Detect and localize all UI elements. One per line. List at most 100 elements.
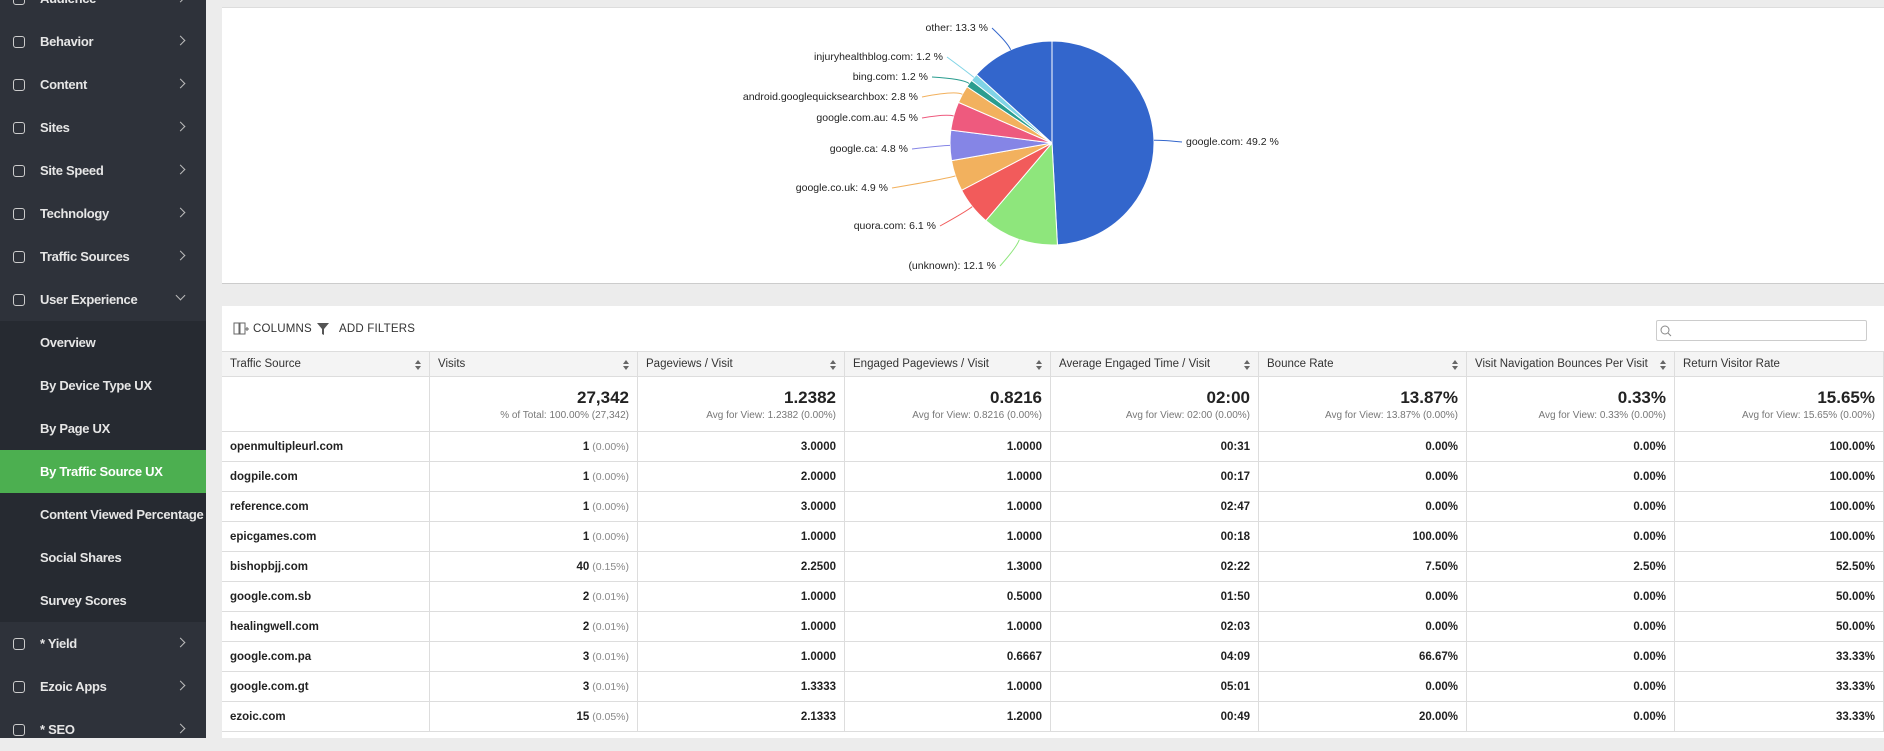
columns-button[interactable]: COLUMNS bbox=[253, 323, 312, 335]
nav-item[interactable]: Technology bbox=[0, 192, 206, 235]
leader-line bbox=[921, 92, 963, 98]
nav-item[interactable]: By Page UX bbox=[0, 406, 206, 450]
visits-cell: 2 (0.01%) bbox=[430, 612, 638, 642]
nav-item[interactable]: Site Speed bbox=[0, 149, 206, 192]
leader-line bbox=[891, 175, 956, 189]
metric-value: 0.00% bbox=[1425, 680, 1458, 693]
metric-value: 02:03 bbox=[1220, 620, 1250, 633]
metric-cell: 1.0000 bbox=[845, 492, 1051, 522]
column-header[interactable]: Return Visitor Rate bbox=[1675, 351, 1884, 377]
metric-value: 2.0000 bbox=[800, 470, 836, 483]
visits-share: (0.15%) bbox=[592, 560, 629, 573]
leader-line bbox=[999, 239, 1020, 267]
source-name[interactable]: google.com.gt bbox=[230, 680, 309, 693]
nav-item[interactable]: Behavior bbox=[0, 20, 206, 63]
total-value: 0.33% bbox=[1617, 387, 1666, 407]
metric-cell: 00:49 bbox=[1051, 702, 1259, 732]
metric-cell: 52.50% bbox=[1675, 552, 1884, 582]
nav-label: Sites bbox=[40, 119, 70, 135]
nav-item[interactable]: By Device Type UX bbox=[0, 363, 206, 407]
filters-button[interactable]: ADD FILTERS bbox=[339, 323, 416, 335]
nav-label: Traffic Sources bbox=[40, 248, 130, 264]
metric-cell: 0.5000 bbox=[845, 582, 1051, 612]
source-cell: healingwell.com bbox=[222, 612, 430, 642]
column-header[interactable]: Pageviews / Visit bbox=[638, 351, 845, 377]
column-header[interactable]: Average Engaged Time / Visit bbox=[1051, 351, 1259, 377]
nav-label: Overview bbox=[40, 334, 96, 350]
source-name[interactable]: openmultipleurl.com bbox=[230, 440, 344, 453]
nav-label: * SEO bbox=[40, 721, 75, 737]
column-header[interactable]: Engaged Pageviews / Visit bbox=[845, 351, 1051, 377]
column-header[interactable]: Visit Navigation Bounces Per Visit bbox=[1467, 351, 1675, 377]
nav-item[interactable]: Ezoic Apps bbox=[0, 665, 206, 708]
metric-value: 33.33% bbox=[1835, 650, 1875, 663]
metric-value: 1.0000 bbox=[1006, 470, 1042, 483]
source-name[interactable]: ezoic.com bbox=[230, 710, 286, 723]
source-name[interactable]: bishopbjj.com bbox=[230, 560, 308, 573]
nav-item[interactable]: Sites bbox=[0, 106, 206, 149]
source-name[interactable]: healingwell.com bbox=[230, 620, 319, 633]
metric-cell: 0.00% bbox=[1467, 432, 1675, 462]
sidebar: Audience Behavior Content Sites Site Speed Te… bbox=[0, 0, 206, 738]
source-name[interactable]: google.com.pa bbox=[230, 650, 312, 663]
nav-item[interactable]: Audience bbox=[0, 0, 206, 20]
nav-item[interactable]: Content Viewed Percentage bbox=[0, 492, 206, 536]
nav-label: By Device Type UX bbox=[40, 377, 152, 393]
nav-item[interactable]: Overview bbox=[0, 320, 206, 364]
metric-cell: 0.00% bbox=[1259, 612, 1467, 642]
metric-cell: 2.1333 bbox=[638, 702, 845, 732]
nav-item[interactable]: * Yield bbox=[0, 622, 206, 665]
metric-value: 0.5000 bbox=[1006, 590, 1042, 603]
column-header[interactable]: Bounce Rate bbox=[1259, 351, 1467, 377]
metric-value: 50.00% bbox=[1835, 620, 1875, 633]
visits-value: 40 bbox=[576, 560, 590, 573]
metric-value: 0.00% bbox=[1425, 500, 1458, 513]
visits-share: (0.01%) bbox=[592, 590, 629, 603]
chevron bbox=[175, 121, 186, 132]
total-note: % of Total: 100.00% (27,342) bbox=[500, 409, 629, 421]
leader-line bbox=[939, 206, 973, 227]
metric-cell: 00:31 bbox=[1051, 432, 1259, 462]
column-header[interactable]: Traffic Source bbox=[222, 351, 430, 377]
metric-cell: 1.3000 bbox=[845, 552, 1051, 582]
sort-icon bbox=[1036, 360, 1042, 370]
metric-value: 0.00% bbox=[1633, 710, 1666, 723]
metric-cell: 04:09 bbox=[1051, 642, 1259, 672]
source-name[interactable]: dogpile.com bbox=[230, 470, 298, 483]
metric-cell: 00:17 bbox=[1051, 462, 1259, 492]
metric-value: 1.2000 bbox=[1006, 710, 1042, 723]
metric-value: 20.00% bbox=[1418, 710, 1458, 723]
metric-cell: 1.0000 bbox=[845, 432, 1051, 462]
search-box[interactable] bbox=[1656, 320, 1867, 341]
visits-value: 1 bbox=[582, 470, 590, 483]
total-note: Avg for View: 0.33% (0.00%) bbox=[1538, 409, 1666, 421]
slice-label: bing.com: 1.2 % bbox=[853, 71, 928, 83]
metric-value: 00:49 bbox=[1220, 710, 1250, 723]
source-name[interactable]: epicgames.com bbox=[230, 530, 317, 543]
metric-value: 0.00% bbox=[1425, 440, 1458, 453]
metric-cell: 1.3333 bbox=[638, 672, 845, 702]
nav-icon bbox=[13, 250, 25, 263]
nav-item[interactable]: Survey Scores bbox=[0, 578, 206, 622]
nav-item[interactable]: * SEO bbox=[0, 708, 206, 751]
nav-item[interactable]: Social Shares bbox=[0, 535, 206, 579]
metric-cell: 00:18 bbox=[1051, 522, 1259, 552]
column-header[interactable]: Visits bbox=[430, 351, 638, 377]
nav-item[interactable]: Traffic Sources bbox=[0, 235, 206, 278]
visits-share: (0.01%) bbox=[592, 680, 629, 693]
metric-value: 100.00% bbox=[1412, 530, 1458, 543]
total-note: Avg for View: 13.87% (0.00%) bbox=[1324, 409, 1458, 421]
source-name[interactable]: reference.com bbox=[230, 500, 309, 513]
chevron bbox=[175, 680, 186, 691]
chevron bbox=[175, 637, 186, 648]
metric-cell: 0.00% bbox=[1467, 522, 1675, 552]
nav-item[interactable]: By Traffic Source UX bbox=[0, 449, 206, 493]
slice-label: injuryhealthblog.com: 1.2 % bbox=[814, 51, 943, 63]
nav-item[interactable]: Content bbox=[0, 63, 206, 106]
metric-value: 05:01 bbox=[1220, 680, 1250, 693]
search-icon bbox=[1660, 325, 1672, 337]
nav-item[interactable]: User Experience bbox=[0, 278, 206, 321]
source-name[interactable]: google.com.sb bbox=[230, 590, 312, 603]
sort-icon bbox=[1452, 360, 1458, 370]
